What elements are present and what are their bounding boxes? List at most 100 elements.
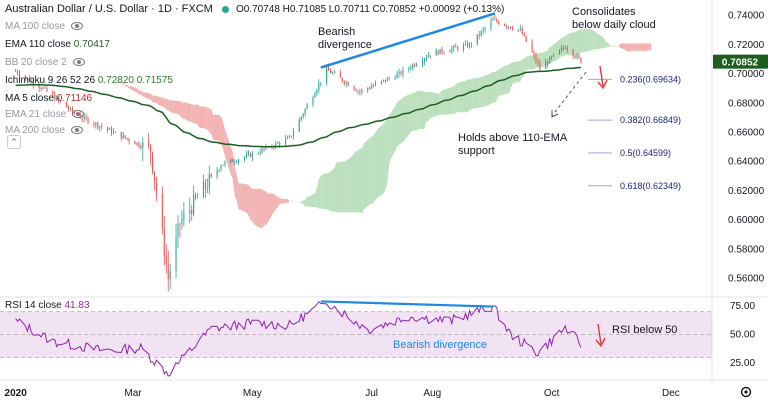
candle-body: [169, 270, 171, 280]
cloud-segment-bearish: [277, 196, 280, 208]
cloud-segment-bullish: [485, 75, 488, 107]
cloud-segment-bullish: [604, 39, 607, 48]
indicator-bb20[interactable]: BB 20 close 2: [5, 56, 85, 70]
red-down-arrow-head: [597, 79, 608, 90]
indicator-ma100[interactable]: MA 100 close: [5, 20, 84, 34]
candle-body: [208, 174, 210, 189]
candle-body: [421, 61, 424, 65]
candle-body: [206, 188, 208, 190]
candle-body: [220, 165, 222, 170]
candle-body: [257, 152, 259, 154]
settings-gear-icon[interactable]: [740, 386, 752, 398]
symbol-title[interactable]: Australian Dollar / U.S. Dollar · 1D · F…: [5, 3, 213, 15]
candle-body: [439, 48, 441, 55]
price-tick-label: 0.58000: [728, 244, 765, 255]
candle-body: [83, 116, 85, 119]
candle-body: [275, 142, 277, 148]
cloud-segment-bullish: [451, 86, 454, 115]
cloud-segment-bearish: [197, 104, 200, 128]
cloud-segment-bullish: [473, 77, 480, 109]
candle-body: [333, 72, 336, 74]
candle-body: [85, 116, 87, 119]
cloud-segment-bullish: [332, 168, 335, 212]
indicator-ichimoku[interactable]: Ichimoku 9 26 52 26 0.72820 0.71575: [5, 74, 173, 88]
candle-body: [402, 69, 404, 75]
candle-body: [30, 80, 32, 82]
candle-body: [388, 78, 390, 79]
cloud-segment-bearish: [127, 84, 130, 89]
cloud-segment-bearish: [643, 43, 646, 52]
cloud-segment-bullish: [610, 45, 617, 47]
cloud-segment-bullish: [467, 78, 470, 113]
candle-body: [304, 109, 306, 115]
candle-body: [494, 19, 496, 20]
candle-body: [46, 87, 48, 92]
candle-body: [361, 89, 363, 92]
indicator-ma200[interactable]: MA 200 close: [5, 124, 84, 138]
candle-body: [44, 87, 46, 89]
candle-body: [81, 118, 83, 119]
cloud-segment-bullish: [528, 55, 534, 70]
cloud-segment-bullish: [363, 138, 370, 210]
cloud-segment-bearish: [179, 100, 182, 118]
candle-body: [161, 193, 163, 229]
candle-body: [511, 28, 514, 30]
candle-body: [331, 72, 334, 74]
cloud-segment-bullish: [602, 36, 605, 49]
cloud-segment-bullish: [295, 201, 302, 203]
candle-body: [56, 97, 58, 101]
candle-body: [28, 77, 30, 82]
candle-body: [371, 86, 373, 89]
candle-body: [425, 57, 427, 59]
cloud-segment-bearish: [287, 198, 290, 203]
price-tick-label: 0.62000: [728, 186, 765, 197]
last-price-label: 0.70852: [722, 58, 759, 69]
cloud-segment-bullish: [416, 90, 419, 131]
candle-body: [312, 97, 314, 105]
fib-level-label: 0.382(0.66849): [620, 115, 681, 125]
cloud-segment-bullish: [555, 37, 562, 62]
candle-body: [551, 56, 553, 58]
cloud-segment-bearish: [266, 191, 268, 225]
legend-title-row: Australian Dollar / U.S. Dollar · 1D · F…: [5, 2, 504, 16]
cloud-segment-bearish: [273, 193, 276, 212]
candle-body: [298, 119, 300, 132]
eye-hidden-icon[interactable]: [72, 58, 85, 67]
candle-body: [287, 137, 289, 139]
annotation-rsi-divergence: Bearish divergence: [393, 339, 488, 351]
candle-body: [54, 95, 56, 101]
rsi-label: RSI 14 close: [5, 300, 62, 311]
annotation-rsi-below-50: RSI below 50: [612, 324, 678, 336]
candle-body: [236, 161, 238, 163]
candle-body: [110, 128, 113, 134]
eye-hidden-icon[interactable]: [71, 22, 84, 31]
ohlc-readout: O0.70748 H0.71085 L0.70711 C0.70852 +0.0…: [235, 4, 505, 15]
candle-body: [496, 19, 498, 22]
candle-body: [408, 68, 410, 70]
cloud-segment-bullish: [496, 69, 499, 101]
indicator-ema110[interactable]: EMA 110 close 0.70417: [5, 38, 110, 52]
market-status-icon: [221, 5, 229, 13]
cloud-segment-bullish: [369, 136, 372, 205]
indicator-ema21[interactable]: EMA 21 close: [5, 108, 85, 122]
candle-body: [466, 43, 469, 47]
collapse-legend-button[interactable]: ⌃: [7, 135, 21, 149]
candle-body: [19, 73, 21, 76]
candle-body: [533, 52, 535, 56]
cloud-segment-bearish: [232, 151, 235, 197]
cloud-segment-bearish: [623, 43, 630, 52]
candle-body: [165, 256, 167, 265]
candle-body: [400, 71, 402, 75]
candle-body: [470, 43, 472, 45]
cloud-segment-bullish: [375, 129, 378, 200]
candle-body: [545, 62, 547, 69]
eye-hidden-icon[interactable]: [72, 110, 85, 119]
eye-hidden-icon[interactable]: [71, 126, 84, 135]
candle-body: [288, 136, 291, 138]
candle-body: [263, 148, 265, 150]
cloud-segment-bearish: [193, 104, 196, 124]
rsi-legend[interactable]: RSI 14 close 41.83: [5, 300, 90, 311]
indicator-ma5[interactable]: MA 5 close 0.71146: [5, 92, 92, 106]
candle-body: [506, 25, 508, 27]
